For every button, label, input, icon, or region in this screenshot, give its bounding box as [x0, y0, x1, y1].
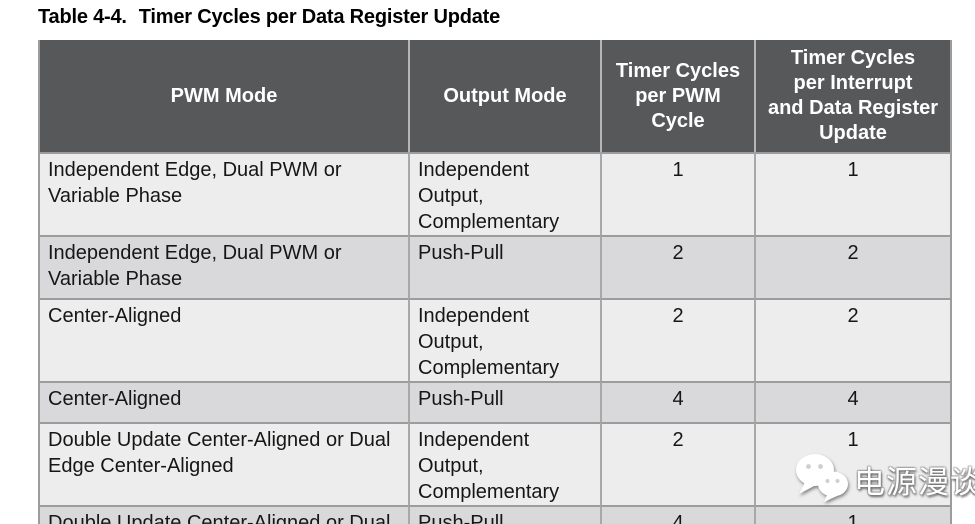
header-row: PWM Mode Output Mode Timer Cycles per PW…: [40, 40, 950, 152]
column-header-timer-cycles-per-pwm-cycle: Timer Cycles per PWM Cycle: [600, 40, 754, 152]
cell-pwm-mode: Center-Aligned: [40, 298, 408, 381]
timer-cycles-table: PWM Mode Output Mode Timer Cycles per PW…: [38, 40, 952, 524]
cell-output-mode: Independent Output, Complementary: [408, 298, 600, 381]
table-row: Center-Aligned Push-Pull 4 4: [40, 381, 950, 422]
cell-output-mode: Push-Pull: [408, 381, 600, 422]
cell-pwm-mode: Center-Aligned: [40, 381, 408, 422]
column-header-pwm-mode: PWM Mode: [40, 40, 408, 152]
cell-output-mode: Push-Pull: [408, 505, 600, 524]
table-row: Center-Aligned Independent Output, Compl…: [40, 298, 950, 381]
cell-pwm-mode: Double Update Center-Aligned or Dual Edg…: [40, 422, 408, 505]
table-row: Double Update Center-Aligned or Dual Edg…: [40, 422, 950, 505]
cell-output-mode: Independent Output, Complementary: [408, 422, 600, 505]
cell-output-mode: Push-Pull: [408, 235, 600, 298]
cell-cycles-per-interrupt: 2: [754, 235, 950, 298]
cell-cycles-per-interrupt: 2: [754, 298, 950, 381]
table-row: Double Update Center-Aligned or Dual Edg…: [40, 505, 950, 524]
cell-cycles-per-pwm: 2: [600, 422, 754, 505]
cell-pwm-mode: Double Update Center-Aligned or Dual Edg…: [40, 505, 408, 524]
cell-cycles-per-pwm: 2: [600, 235, 754, 298]
cell-pwm-mode: Independent Edge, Dual PWM or Variable P…: [40, 235, 408, 298]
cell-pwm-mode: Independent Edge, Dual PWM or Variable P…: [40, 152, 408, 235]
cell-cycles-per-interrupt: 4: [754, 381, 950, 422]
table-caption-number: Table 4-4.: [38, 6, 127, 28]
cell-cycles-per-pwm: 2: [600, 298, 754, 381]
table-caption: Table 4-4. Timer Cycles per Data Register…: [38, 6, 500, 29]
table-row: Independent Edge, Dual PWM or Variable P…: [40, 235, 950, 298]
cell-cycles-per-pwm: 1: [600, 152, 754, 235]
column-header-timer-cycles-per-interrupt: Timer Cycles per Interrupt and Data Regi…: [754, 40, 950, 152]
cell-output-mode: Independent Output, Complementary: [408, 152, 600, 235]
table-caption-title: Timer Cycles per Data Register Update: [138, 6, 501, 28]
column-header-output-mode: Output Mode: [408, 40, 600, 152]
cell-cycles-per-pwm: 4: [600, 381, 754, 422]
cell-cycles-per-interrupt: 1: [754, 152, 950, 235]
cell-cycles-per-pwm: 4: [600, 505, 754, 524]
cell-cycles-per-interrupt: 1: [754, 505, 950, 524]
table-row: Independent Edge, Dual PWM or Variable P…: [40, 152, 950, 235]
cell-cycles-per-interrupt: 1: [754, 422, 950, 505]
